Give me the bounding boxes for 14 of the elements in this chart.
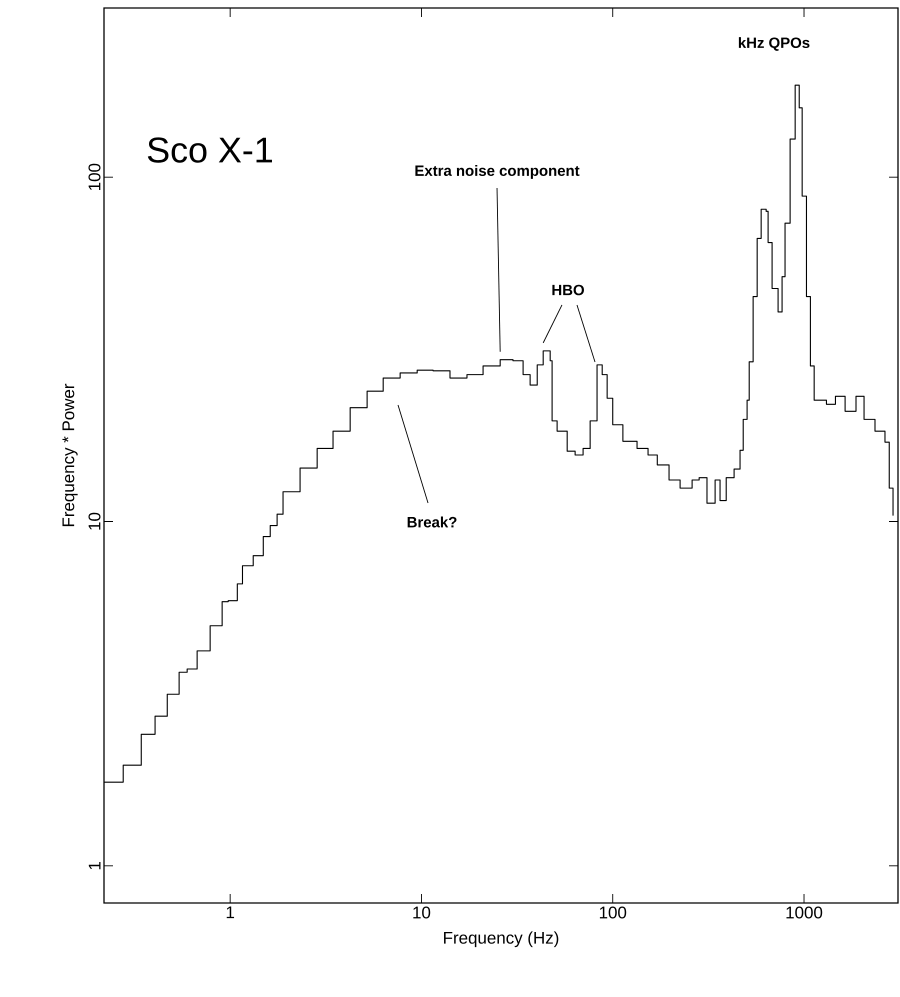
- text: Sco X-1: [148, 137, 272, 163]
- x-tick-label: 1000: [786, 906, 822, 919]
- y-tick-label: 100: [88, 164, 100, 190]
- annotation: Break?: [408, 516, 456, 528]
- x-tick-label: 1: [226, 906, 234, 918]
- x-axis-title: Frequency (Hz): [444, 931, 558, 948]
- y-tick-label: 1: [88, 862, 100, 870]
- x-tick-label: 10: [413, 906, 430, 919]
- x-tick-label: 100: [600, 906, 626, 919]
- annotation: kHz QPOs: [738, 37, 810, 51]
- annotation: HBO: [552, 284, 584, 296]
- y-tick-label: 10: [88, 512, 100, 530]
- annotation: Extra noise component: [415, 164, 580, 179]
- y-axis-title: Frequency * Power: [62, 384, 78, 526]
